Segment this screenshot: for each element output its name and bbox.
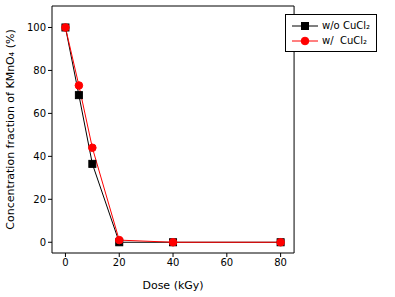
svg-text:40: 40 <box>167 257 180 268</box>
svg-text:Concentration fraction of KMnO: Concentration fraction of KMnO₄ (%) <box>8 29 17 229</box>
html-text:w/o CuCl₂: w/o CuCl₂ <box>322 20 370 31</box>
svg-text:100: 100 <box>27 22 46 33</box>
svg-text:20: 20 <box>33 194 46 205</box>
svg-text:20: 20 <box>113 257 126 268</box>
svg-text:0: 0 <box>40 237 46 248</box>
svg-text:Dose (kGy): Dose (kGy) <box>142 279 203 292</box>
svg-text:60: 60 <box>33 108 46 119</box>
svg-text:80: 80 <box>33 65 46 76</box>
svg-text:40: 40 <box>33 151 46 162</box>
html-text:w/ CuCl₂: w/ CuCl₂ <box>322 35 368 46</box>
svg-text:60: 60 <box>220 257 233 268</box>
svg-text:80: 80 <box>274 257 287 268</box>
svg-text:0: 0 <box>62 257 68 268</box>
